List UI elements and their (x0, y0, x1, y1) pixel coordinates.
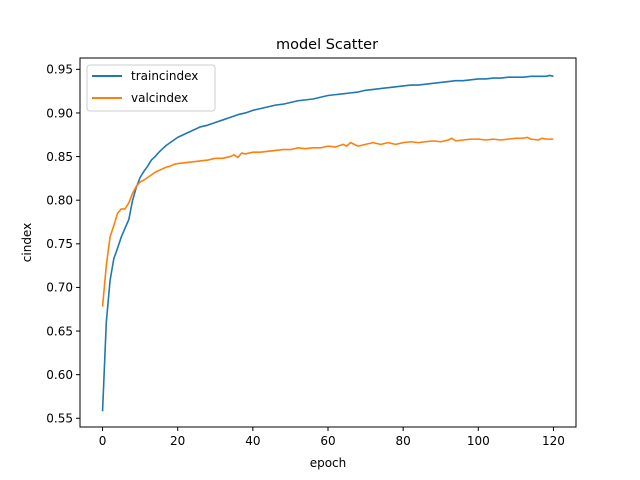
series-line-valcindex (101, 136, 554, 307)
x-axis-ticks: 0 20 40 60 80 100 120 (99, 427, 565, 448)
series-layer (101, 74, 554, 412)
legend-label-valcindex: valcindex (131, 91, 188, 105)
y-tick-label: 0.60 (46, 368, 73, 382)
legend-label-traincindex: traincindex (131, 69, 198, 83)
x-axis-label: epoch (310, 456, 347, 470)
x-tick-label: 40 (245, 434, 260, 448)
x-tick-label: 20 (170, 434, 185, 448)
plot-area (79, 57, 577, 428)
y-axis-ticks: 0.55 0.60 0.65 0.70 0.75 0.80 0.85 0.90 0.95 (46, 63, 80, 426)
series-line-traincindex (101, 74, 554, 412)
y-tick-label: 0.65 (46, 324, 73, 338)
x-tick-label: 100 (467, 434, 490, 448)
x-tick-label: 0 (99, 434, 107, 448)
y-tick-label: 0.80 (46, 193, 73, 207)
x-tick-label: 80 (396, 434, 411, 448)
x-tick-label: 60 (320, 434, 335, 448)
y-tick-label: 0.70 (46, 281, 73, 295)
x-tick-label: 120 (542, 434, 565, 448)
y-tick-label: 0.85 (46, 150, 73, 164)
y-tick-label: 0.75 (46, 237, 73, 251)
y-tick-label: 0.95 (46, 63, 73, 77)
axes-frame (79, 57, 577, 428)
y-tick-label: 0.90 (46, 106, 73, 120)
legend: traincindex valcindex (86, 64, 216, 112)
y-axis-label: cindex (20, 223, 34, 262)
y-tick-label: 0.55 (46, 412, 73, 426)
chart-title: model Scatter (276, 37, 378, 53)
